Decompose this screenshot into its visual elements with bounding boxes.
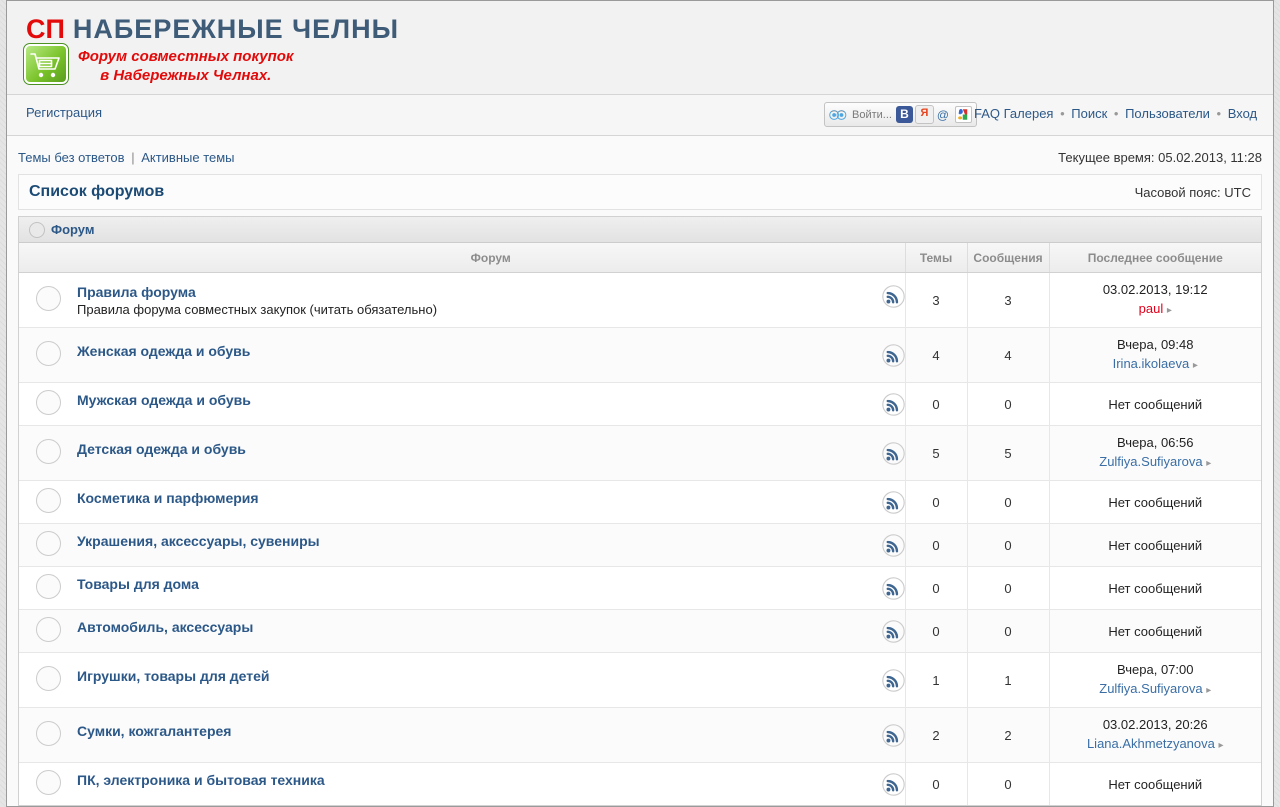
- svg-text:@: @: [937, 108, 949, 122]
